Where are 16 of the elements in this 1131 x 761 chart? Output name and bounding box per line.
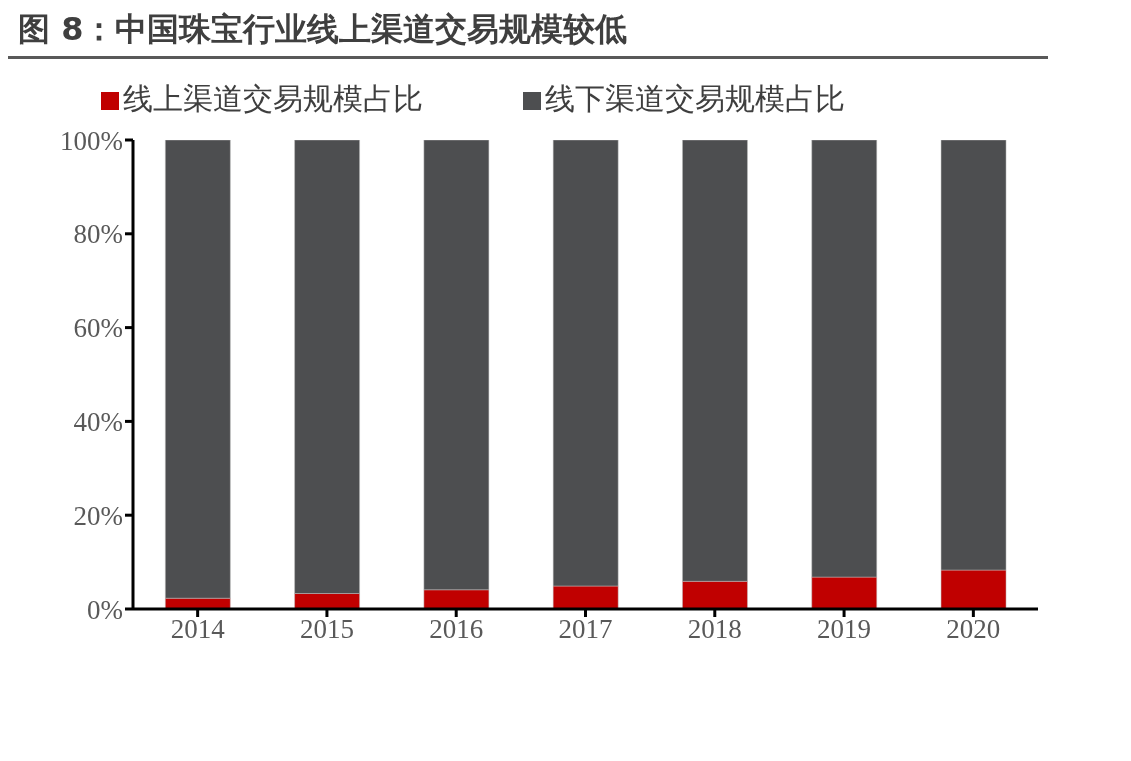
y-tick-label: 100% xyxy=(60,125,123,156)
x-tick-label: 2016 xyxy=(429,614,484,645)
legend-label: 线下渠道交易规模占比 xyxy=(545,81,845,116)
x-tick-label: 2018 xyxy=(687,614,742,645)
legend-label: 线上渠道交易规模占比 xyxy=(123,81,423,116)
x-tick-label: 2015 xyxy=(299,614,354,645)
x-tick-label: 2019 xyxy=(817,614,872,645)
x-tick-label: 2014 xyxy=(170,614,226,645)
y-tick-label: 60% xyxy=(73,313,123,344)
y-tick-label: 0% xyxy=(87,594,123,625)
x-tick-label: 2020 xyxy=(946,614,1001,645)
y-tick-label: 80% xyxy=(73,219,123,250)
x-tick-label: 2017 xyxy=(558,614,613,645)
y-tick-label: 20% xyxy=(73,500,123,531)
chart-title: 图 8：中国珠宝行业线上渠道交易规模较低 xyxy=(8,8,1048,59)
y-tick-label: 40% xyxy=(73,406,123,437)
